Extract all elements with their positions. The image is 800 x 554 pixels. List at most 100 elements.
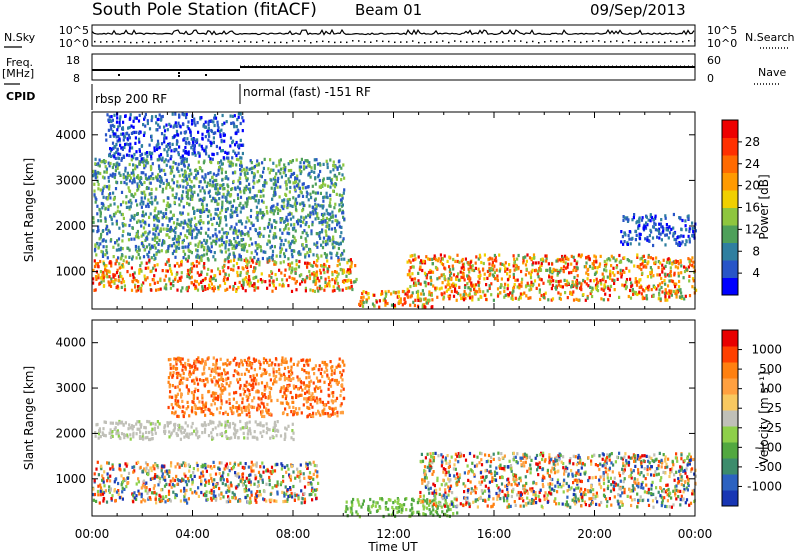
heatmap-cell [252,185,255,189]
heatmap-cell [229,114,232,118]
heatmap-cell [168,279,171,283]
heatmap-cell [288,473,291,477]
heatmap-cell [181,160,184,164]
heatmap-cell [308,471,312,475]
heatmap-cell [559,292,562,296]
heatmap-cell [115,219,118,223]
heatmap-cell [609,258,612,262]
heatmap-cell [414,283,418,287]
heatmap-cell [469,265,472,270]
heatmap-cell [193,216,196,220]
heatmap-cell [325,253,329,257]
heatmap-cell [193,151,196,155]
heatmap-cell [221,481,224,486]
heatmap-cell [493,270,496,275]
heatmap-cell [270,205,274,209]
heatmap-cell [168,263,171,268]
heatmap-cell [138,436,142,440]
heatmap-cell [623,231,626,235]
heatmap-cell [584,298,587,302]
heatmap-cell [149,212,152,216]
heatmap-cell [320,220,323,224]
heatmap-cell [184,492,187,496]
heatmap-cell [282,479,285,483]
heatmap-cell [188,174,191,178]
heatmap-cell [472,283,475,287]
heatmap-cell [168,498,171,502]
heatmap-cell [219,422,222,426]
heatmap-cell [558,270,561,274]
heatmap-cell [358,302,361,306]
heatmap-cell [141,219,144,223]
heatmap-cell [462,273,465,277]
heatmap-cell [613,288,616,292]
heatmap-cell [158,476,162,480]
heatmap-cell [240,143,243,147]
heatmap-cell [219,216,222,220]
heatmap-cell [608,293,611,298]
heatmap-cell [169,165,172,169]
heatmap-cell [678,285,681,289]
heatmap-cell [336,166,339,170]
heatmap-cell [182,158,185,162]
freq-unit-label: [MHz] [2,67,34,80]
heatmap-cell [448,270,451,274]
heatmap-cell [180,212,183,216]
heatmap-cell [206,272,209,276]
heatmap-cell [149,176,152,181]
heatmap-cell [340,268,343,272]
heatmap-cell [445,289,448,293]
heatmap-cell [302,161,306,165]
heatmap-cell [226,193,229,197]
heatmap-cell [654,214,657,218]
heatmap-cell [309,462,313,466]
heatmap-cell [200,210,203,214]
heatmap-cell [342,211,345,215]
heatmap-cell [206,257,209,261]
heatmap-cell [455,290,458,294]
heatmap-cell [466,282,469,286]
heatmap-cell [93,288,96,292]
heatmap-cell [516,278,519,282]
heatmap-cell [148,152,151,156]
heatmap-cell [304,237,307,241]
heatmap-cell [181,241,184,245]
heatmap-cell [246,199,249,203]
heatmap-cell [151,427,154,431]
heatmap-cell [130,171,133,175]
heatmap-cell [287,162,290,166]
heatmap-cell [616,277,619,281]
heatmap-cell [293,241,296,245]
heatmap-cell [367,296,370,300]
heatmap-cell [185,157,188,161]
heatmap-cell [259,421,262,425]
heatmap-cell [186,424,189,428]
heatmap-cell [150,116,154,120]
heatmap-cell [286,218,289,222]
heatmap-cell [308,461,311,465]
heatmap-cell [189,474,192,479]
heatmap-cell [672,234,675,238]
heatmap-cell [164,500,167,504]
heatmap-cell [99,276,103,280]
heatmap-cell [132,179,135,183]
heatmap-cell [280,462,283,466]
heatmap-cell [119,173,122,177]
heatmap-cell [165,163,168,167]
heatmap-cell [158,169,162,173]
heatmap-cell [252,223,255,227]
heatmap-cell [491,263,494,267]
heatmap-cell [181,112,184,116]
heatmap-cell [651,236,655,240]
heatmap-cell [222,183,225,187]
heatmap-cell [121,147,124,151]
heatmap-cell [194,236,197,240]
heatmap-cell [604,292,607,296]
heatmap-cell [680,234,683,238]
heatmap-cell [251,258,254,262]
heatmap-cell [339,198,343,202]
power-x-ticks [91,112,696,309]
heatmap-cell [117,256,120,260]
heatmap-cell [564,283,567,287]
heatmap-cell [576,260,579,264]
